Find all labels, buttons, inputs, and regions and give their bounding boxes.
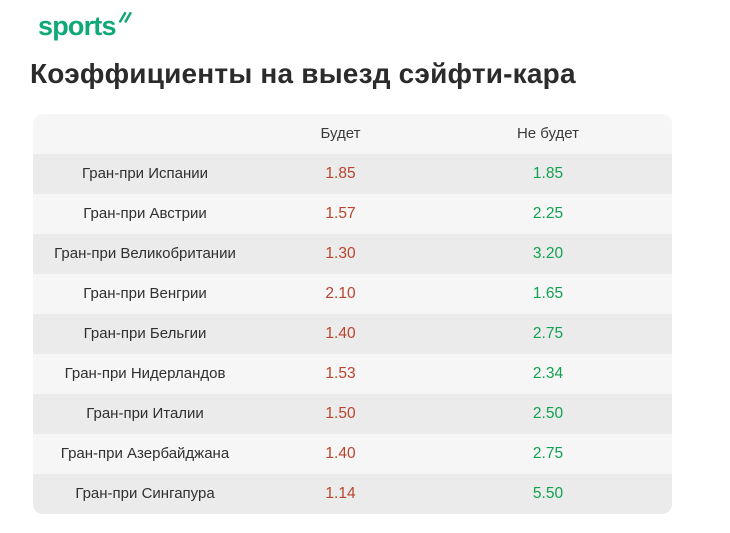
grand-prix-label: Гран-при Австрии	[83, 205, 207, 222]
table-row: Гран-при Испании 1.85 1.85	[33, 154, 672, 194]
grand-prix-label: Гран-при Венгрии	[83, 285, 207, 302]
odds-will-not-value[interactable]: 2.25	[532, 205, 564, 222]
grand-prix-label: Гран-при Нидерландов	[64, 365, 226, 382]
odds-will-value[interactable]: 1.85	[325, 165, 356, 182]
table-row: Гран-при Великобритании 1.30 3.20	[33, 234, 672, 274]
table-row: Гран-при Венгрии 2.10 1.65	[33, 274, 672, 314]
page-title: Коэффициенты на выезд сэйфти-кара	[30, 58, 576, 89]
odds-will-not-value[interactable]: 5.50	[532, 485, 564, 502]
odds-will-not-value[interactable]: 2.34	[532, 365, 564, 382]
grand-prix-label: Гран-при Италии	[86, 405, 204, 422]
table-row: Гран-при Бельгии 1.40 2.75	[33, 314, 672, 354]
odds-will-not-value[interactable]: 2.50	[532, 405, 564, 422]
odds-will-value[interactable]: 1.50	[325, 405, 356, 422]
table-body: Гран-при Испании 1.85 1.85 Гран-при Авст…	[33, 154, 672, 514]
column-header-will: Будет	[320, 125, 361, 142]
table-row: Гран-при Азербайджана 1.40 2.75	[33, 434, 672, 474]
odds-will-not-value[interactable]: 1.85	[532, 165, 564, 182]
odds-will-value[interactable]: 1.53	[325, 365, 356, 382]
table-row: Гран-при Австрии 1.57 2.25	[33, 194, 672, 234]
grand-prix-label: Гран-при Сингапура	[75, 485, 215, 502]
site-header: sports	[0, 0, 730, 41]
odds-will-value[interactable]: 1.40	[325, 325, 356, 342]
column-header-will-not: Не будет	[516, 125, 580, 142]
odds-will-not-value[interactable]: 2.75	[532, 325, 564, 342]
odds-table: Будет Не будет Гран-при Испании 1.85 1.8…	[33, 114, 672, 514]
sports-logo[interactable]: sports	[38, 11, 132, 41]
table-header-row: Будет Не будет	[33, 114, 672, 154]
table-row: Гран-при Италии 1.50 2.50	[33, 394, 672, 434]
odds-will-value[interactable]: 1.14	[325, 485, 356, 502]
table-row: Гран-при Сингапура 1.14 5.50	[33, 474, 672, 514]
odds-will-not-value[interactable]: 3.20	[532, 245, 564, 262]
odds-will-not-value[interactable]: 1.65	[532, 285, 564, 302]
logo-double-prime-icon	[118, 11, 132, 25]
sports-logo-text: sports	[38, 11, 117, 41]
odds-will-value[interactable]: 2.10	[325, 285, 356, 302]
odds-will-value[interactable]: 1.57	[325, 205, 356, 222]
grand-prix-label: Гран-при Азербайджана	[60, 445, 230, 462]
odds-will-value[interactable]: 1.30	[325, 245, 356, 262]
grand-prix-label: Гран-при Испании	[81, 165, 209, 182]
odds-will-not-value[interactable]: 2.75	[532, 445, 564, 462]
table-row: Гран-при Нидерландов 1.53 2.34	[33, 354, 672, 394]
grand-prix-label: Гран-при Бельгии	[83, 325, 207, 342]
odds-will-value[interactable]: 1.40	[325, 445, 356, 462]
grand-prix-label: Гран-при Великобритании	[54, 245, 236, 262]
